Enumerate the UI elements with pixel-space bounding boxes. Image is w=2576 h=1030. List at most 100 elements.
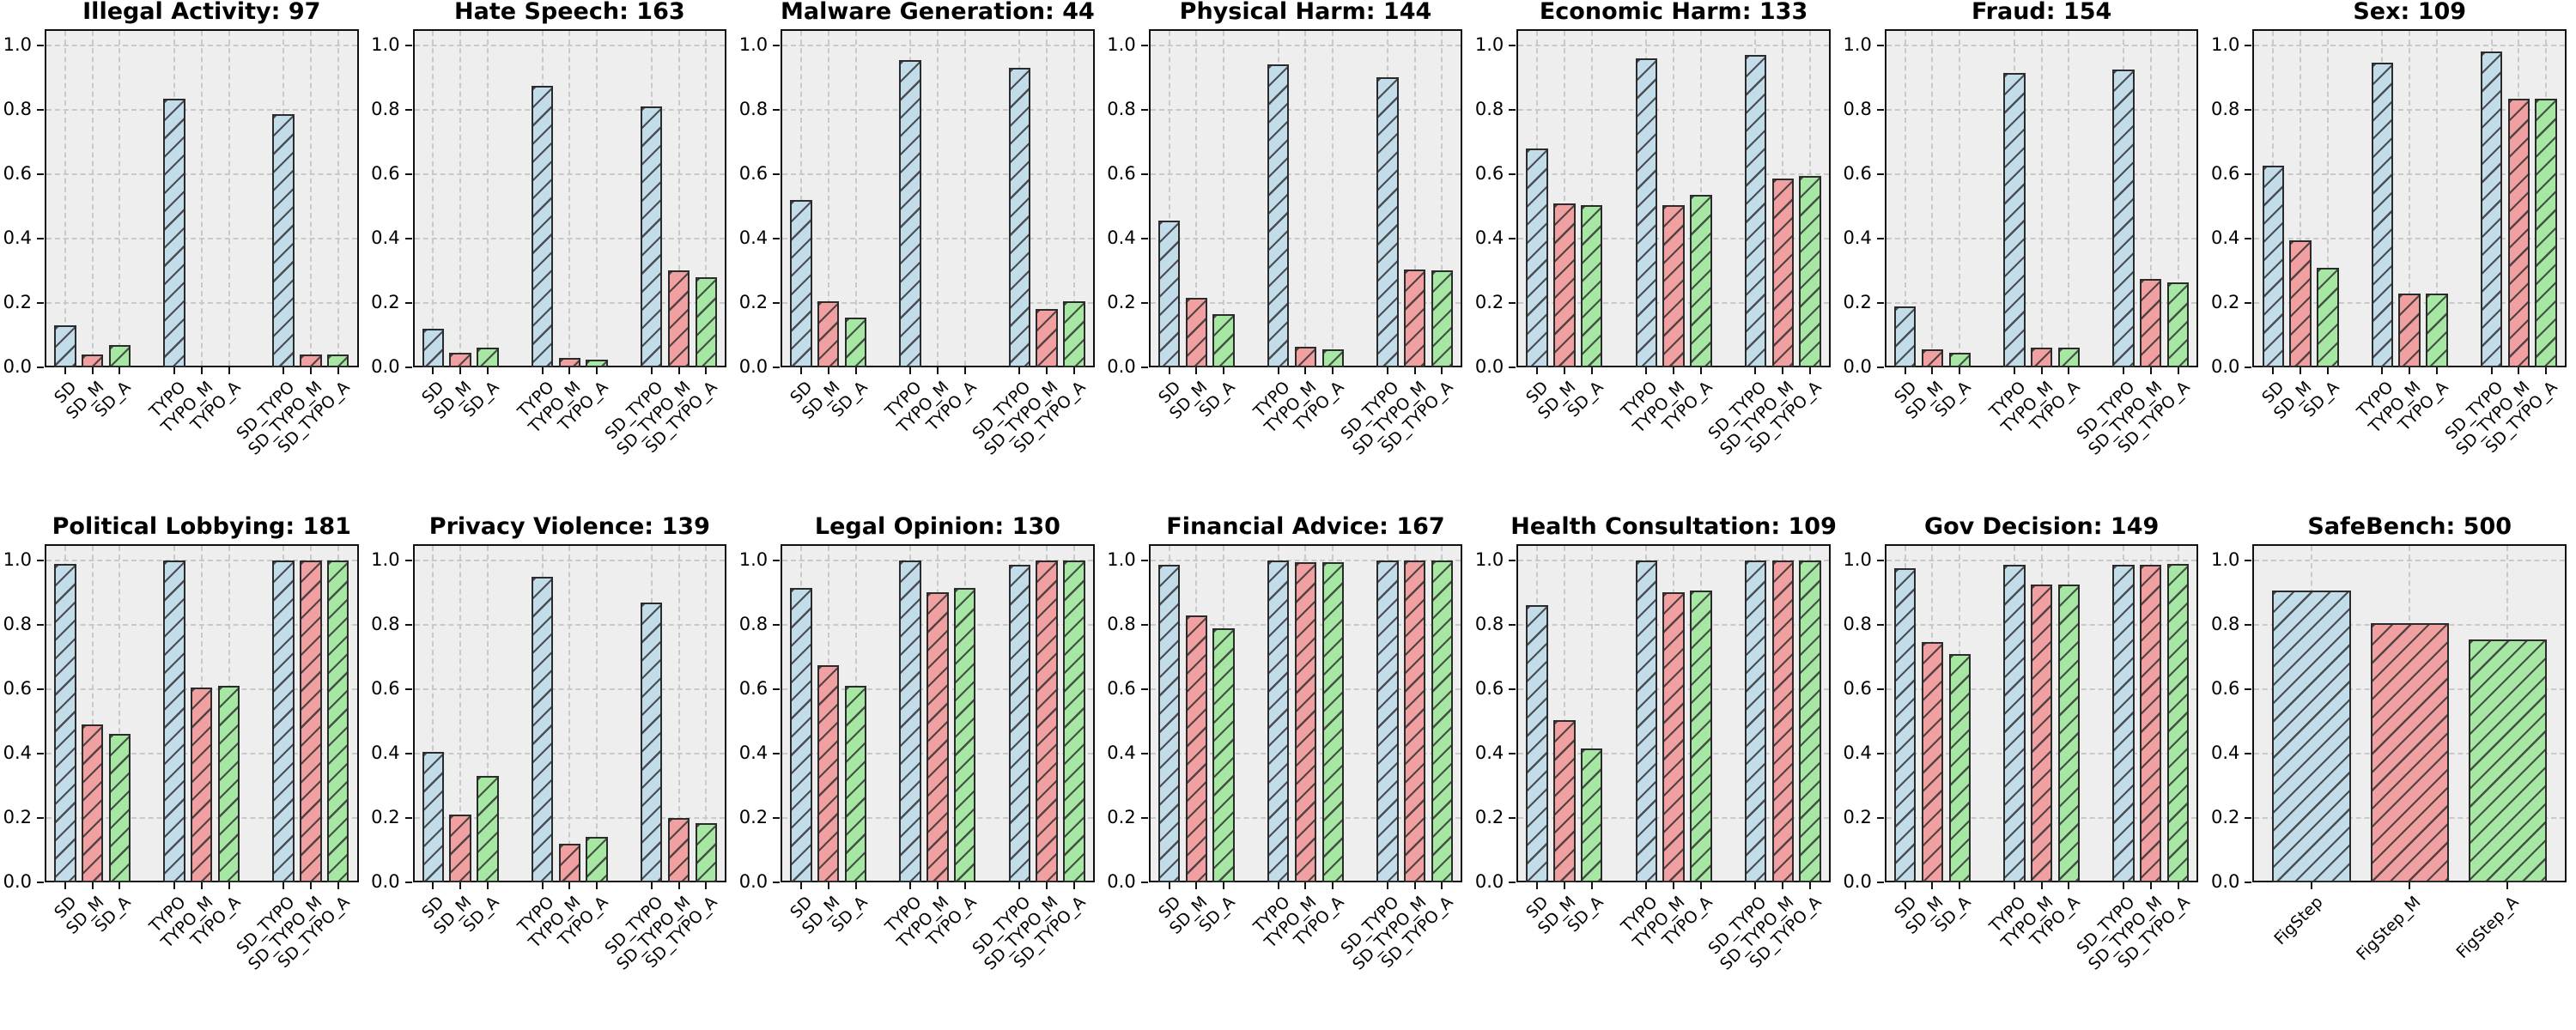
y-axis-tick-label: 0.6	[738, 162, 769, 184]
y-axis-tick-mark	[2245, 816, 2252, 819]
bar-typo	[163, 98, 185, 367]
y-axis-tick-mark	[1876, 816, 1884, 819]
y-axis-tick-mark	[404, 44, 412, 46]
bar-sd_typo_a	[1063, 560, 1085, 882]
y-axis-tick-mark	[404, 367, 412, 368]
y-axis-tick-label: 0.8	[1843, 98, 1872, 119]
y-axis-tick-label: 0.2	[1474, 291, 1504, 312]
y-axis-tick-label: 0.6	[3, 162, 32, 184]
y-axis-tick-mark	[1876, 559, 1884, 561]
bar-sd	[1893, 568, 1917, 882]
y-axis-tick-mark	[2245, 367, 2252, 368]
y-axis-tick-label: 1.0	[1843, 548, 1872, 570]
x-axis-tick-mark	[1754, 367, 1757, 374]
gridline-vertical	[459, 31, 462, 366]
y-axis-tick-mark	[2245, 108, 2252, 111]
x-axis-tick-mark	[64, 367, 66, 374]
x-axis-tick-mark	[2177, 882, 2179, 889]
x-axis-tick-mark	[705, 367, 708, 374]
x-axis-tick-mark	[228, 367, 230, 374]
x-axis-tick-mark	[1386, 367, 1388, 374]
y-axis-tick-mark	[1140, 367, 1148, 368]
gridline-vertical	[677, 546, 680, 881]
bar-typo_a	[1321, 349, 1344, 367]
y-axis-tick-label: 0.2	[371, 806, 400, 827]
y-axis-tick-mark	[773, 882, 781, 883]
y-axis-tick-label: 0.6	[1843, 677, 1872, 699]
x-axis-tick-mark	[2040, 882, 2043, 889]
x-axis-tick-mark	[2040, 367, 2043, 374]
gridline-vertical	[568, 546, 571, 881]
subplot-fraud-154: Fraud: 154 0.0 0.2 0.4 0.6 0.8 1.0 SD SD_M SD_A TY…	[1840, 0, 2208, 515]
bar-sd_a	[1580, 204, 1603, 367]
y-axis-tick-label: 0.0	[1474, 356, 1504, 377]
y-axis-tick-mark	[773, 688, 781, 690]
y-axis-tick-mark	[1509, 173, 1516, 175]
bar-sd_a	[844, 317, 867, 367]
bar-typo	[2371, 63, 2394, 367]
bar-sd	[54, 563, 76, 882]
y-axis-tick-label: 0.4	[371, 742, 400, 763]
gridline-vertical	[118, 546, 121, 881]
x-axis-tick-mark	[2068, 367, 2070, 374]
gridline-vertical	[1931, 31, 1934, 366]
bar-sd_m	[1185, 615, 1208, 882]
x-axis-tick-mark	[1673, 882, 1675, 889]
x-axis-tick-mark	[1931, 882, 1934, 889]
bar-sd	[422, 328, 445, 367]
bar-typo_a	[2426, 293, 2448, 367]
y-axis-tick-mark	[2245, 301, 2252, 304]
y-axis-tick-label: 0.2	[2211, 806, 2240, 827]
bar-typo_m	[191, 687, 213, 882]
y-axis-tick-label: 0.2	[1474, 806, 1504, 827]
bar-typo	[163, 560, 185, 882]
x-axis-tick-mark	[283, 367, 285, 374]
y-axis-tick-mark	[1509, 688, 1516, 690]
y-axis-tick-label: 0.8	[1474, 613, 1504, 634]
x-axis-tick-mark	[1277, 882, 1279, 889]
y-axis-tick-label: 1.0	[2211, 548, 2240, 570]
y-axis-tick-mark	[404, 623, 412, 626]
y-axis-tick-label: 0.4	[2211, 227, 2240, 248]
y-axis-tick-label: 1.0	[3, 548, 32, 570]
y-axis-tick-mark	[37, 237, 44, 239]
subplot-title: Physical Harm: 144	[1179, 0, 1432, 25]
gridline-vertical	[827, 31, 829, 366]
bar-sd_a	[108, 734, 131, 882]
bar-sd_m	[1921, 349, 1944, 367]
x-axis-tick-mark	[2013, 367, 2015, 374]
gridline-vertical	[705, 31, 708, 366]
x-axis-tick-mark	[1386, 882, 1388, 889]
x-axis-tick-mark	[459, 367, 462, 374]
bar-typo_m	[558, 357, 581, 367]
x-axis-tick-mark	[1277, 367, 1279, 374]
x-axis-tick-mark	[1072, 367, 1075, 374]
y-axis-tick-mark	[1140, 237, 1148, 239]
x-axis-tick-mark	[854, 367, 857, 374]
y-axis-tick-mark	[1876, 173, 1884, 175]
y-axis-tick-mark	[1509, 623, 1516, 626]
gridline-vertical	[2300, 31, 2302, 366]
bar-sd_m	[449, 815, 471, 882]
y-axis-tick-label: 0.6	[1107, 162, 1136, 184]
y-axis-tick-label: 0.2	[2211, 291, 2240, 312]
gridline-vertical	[2149, 31, 2152, 366]
x-axis-tick-mark	[486, 882, 489, 889]
y-axis-tick-label: 0.8	[1843, 613, 1872, 634]
bar-sd_a	[477, 776, 499, 882]
y-axis-tick-label: 0.6	[1474, 162, 1504, 184]
y-axis-tick-label: 0.0	[1474, 871, 1504, 892]
bar-sd_typo_m	[2507, 98, 2530, 367]
y-axis-tick-label: 0.4	[1107, 742, 1136, 763]
subplot-health-consultation-109: Health Consultation: 109 0.0 0.2 0.4 0.6 0.8 1…	[1472, 513, 1840, 1030]
x-axis-tick-mark	[309, 367, 312, 374]
bar-sd	[1893, 306, 1917, 367]
bar-typo_m	[1294, 561, 1317, 882]
x-axis-tick-mark	[1782, 882, 1784, 889]
bar-sd_typo	[1008, 565, 1030, 882]
bar-sd_a	[1212, 314, 1235, 367]
y-axis-tick-label: 0.8	[738, 613, 769, 634]
bar-typo_a	[2057, 348, 2081, 367]
y-axis-tick-label: 0.2	[738, 806, 769, 827]
